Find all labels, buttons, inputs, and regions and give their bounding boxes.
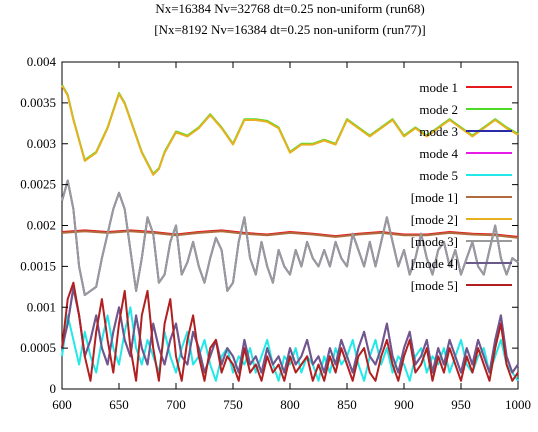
- x-tick-label: 1000: [505, 397, 531, 412]
- legend-label-7: [mode 2]: [411, 212, 458, 227]
- x-tick-label: 800: [280, 397, 300, 412]
- legend-label-10: [mode 5]: [411, 278, 458, 293]
- x-tick-label: 750: [223, 397, 243, 412]
- series-line-10: [61, 281, 519, 382]
- x-tick-label: 850: [337, 397, 357, 412]
- series-layer: [61, 84, 519, 382]
- legend-label-5: mode 5: [419, 168, 458, 183]
- x-tick-label: 700: [166, 397, 186, 412]
- legend-label-6: [mode 1]: [411, 190, 458, 205]
- x-tick-label: 600: [52, 397, 72, 412]
- y-tick-label: 0.003: [27, 136, 56, 151]
- x-tick-label: 950: [451, 397, 471, 412]
- y-tick-label: 0.004: [27, 54, 57, 69]
- legend-label-4: mode 4: [419, 146, 458, 161]
- legend: mode 1 mode 2 mode 3 mode 4 mode 5 [mode 1] [m…: [411, 80, 512, 293]
- x-tick-label: 900: [394, 397, 414, 412]
- y-tick-label: 0.001: [27, 299, 56, 314]
- legend-label-1: mode 1: [419, 80, 458, 95]
- y-tick-label: 0: [50, 381, 57, 396]
- legend-label-3: mode 3: [419, 124, 458, 139]
- axes-layer: 600 650 700 750 800 850 900 950 1000 0 0.0005 0.001…: [20, 54, 531, 412]
- series-line-7: [61, 85, 519, 176]
- chart-title-line-1: Nx=16384 Nv=32768 dt=0.25 non-uniform (r…: [155, 1, 424, 16]
- y-tick-label: 0.0005: [20, 340, 56, 355]
- y-tick-label: 0.0025: [20, 177, 56, 192]
- series-line-6: [61, 230, 519, 239]
- y-tick-label: 0.0035: [20, 95, 56, 110]
- y-tick-label: 0.0015: [20, 258, 56, 273]
- x-tick-label: 650: [109, 397, 129, 412]
- series-line-8: [61, 179, 519, 296]
- legend-label-8: [mode 3]: [411, 234, 458, 249]
- y-tick-label: 0.002: [27, 218, 56, 233]
- series-line-9: [61, 287, 519, 374]
- chart-title-line-2: [Nx=8192 Nv=16384 dt=0.25 non-uniform (r…: [154, 22, 426, 37]
- legend-label-9: [mode 4]: [411, 256, 458, 271]
- legend-label-2: mode 2: [419, 102, 458, 117]
